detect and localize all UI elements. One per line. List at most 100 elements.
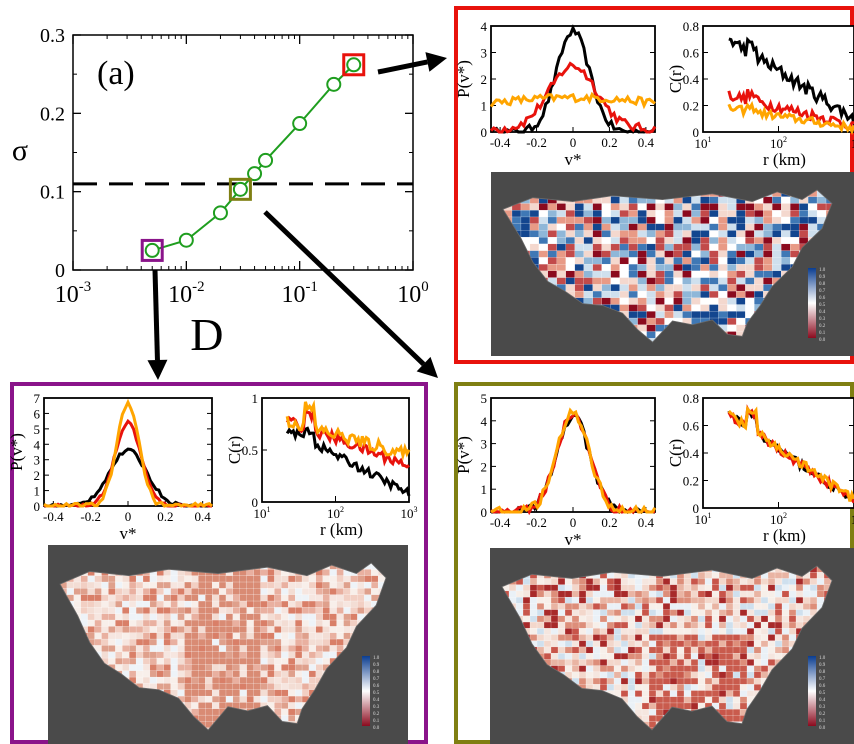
county-cell (736, 257, 746, 265)
county-cell (184, 619, 192, 627)
county-cell (711, 603, 720, 611)
county-cell (697, 640, 706, 648)
county-cell (184, 632, 192, 640)
county-cell (648, 596, 657, 604)
county-cell (634, 671, 643, 679)
county-cell (691, 304, 701, 312)
county-cell (795, 578, 804, 586)
inset-y-tick-label: 0 (693, 501, 700, 516)
county-cell (239, 664, 248, 672)
county-cell (725, 696, 734, 704)
county-cell (704, 653, 713, 660)
inset-series-line (727, 100, 854, 136)
county-cell (725, 702, 734, 710)
county-cell (772, 230, 782, 238)
county-cell (253, 581, 261, 589)
county-cell (336, 594, 344, 602)
county-cell (212, 600, 220, 608)
county-cell (574, 270, 585, 278)
inset-y-tick-label: 3 (481, 437, 488, 452)
county-cell (574, 216, 585, 225)
county-cell (315, 600, 324, 608)
county-cell (198, 657, 206, 665)
county-cell (522, 590, 531, 598)
county-cell (520, 216, 531, 225)
county-cell (73, 594, 82, 602)
inset-x-tick-label-base: 10 (770, 512, 783, 527)
county-cell (790, 237, 800, 245)
county-cell (94, 619, 102, 627)
county-cell (565, 210, 576, 218)
county-cell (583, 223, 594, 231)
county-cell (599, 646, 608, 654)
county-cell (709, 230, 719, 238)
county-cell (601, 210, 612, 218)
county-cell (628, 210, 639, 218)
county-cell (682, 297, 692, 305)
county-cell (198, 702, 206, 710)
county-cell (585, 634, 594, 642)
county-cell (267, 657, 275, 665)
county-cell (529, 223, 540, 231)
county-cell (795, 596, 804, 604)
colorbar-tick-label: 0.1 (373, 719, 380, 724)
county-cell (704, 621, 713, 629)
county-cell (709, 257, 719, 265)
county-cell (253, 594, 261, 602)
county-cell (225, 581, 234, 589)
county-cell (556, 270, 567, 278)
county-cell (315, 588, 324, 596)
county-cell (648, 702, 657, 710)
county-cell (727, 223, 737, 231)
county-cell (682, 277, 692, 285)
county-cell (781, 621, 790, 629)
x-tick-label-base: 10 (55, 282, 79, 308)
arrow-head (416, 356, 438, 378)
county-cell (583, 210, 594, 218)
county-cell (218, 607, 227, 615)
x-tick-label-base: 10 (281, 282, 305, 308)
county-cell (267, 651, 275, 659)
county-cell (294, 575, 303, 583)
county-cell (774, 596, 783, 604)
y-tick-label: 0.3 (40, 25, 65, 47)
county-cell (599, 665, 608, 673)
sigma-curve (151, 64, 355, 252)
county-cell (571, 646, 580, 654)
county-cell (683, 646, 692, 654)
county-cell (753, 659, 762, 667)
county-cell (627, 603, 636, 611)
county-cell (704, 615, 713, 623)
county-cell (122, 575, 130, 583)
county-cell (149, 657, 158, 665)
county-cell (697, 671, 706, 679)
county-cell (760, 609, 769, 617)
county-cell (627, 653, 636, 660)
county-cell (556, 203, 567, 211)
county-cell (281, 714, 289, 722)
inset-x-tick-label: -0.4 (43, 509, 64, 524)
county-cell (790, 243, 800, 252)
county-cell (763, 243, 773, 252)
county-cell (80, 607, 89, 615)
county-cell (184, 581, 192, 589)
county-cell (727, 237, 737, 245)
county-cell (628, 203, 639, 211)
inset-y-tick-label: 0.6 (683, 419, 700, 434)
county-cell (718, 609, 727, 617)
county-cell (725, 634, 734, 642)
county-cell (574, 243, 585, 252)
county-cell (725, 659, 734, 667)
county-cell (619, 230, 630, 238)
county-cell (673, 223, 683, 231)
inset-y-tick-label: 3 (34, 453, 41, 468)
county-cell (225, 683, 234, 691)
county-cell (788, 609, 797, 617)
county-cell (816, 596, 825, 604)
county-cell (691, 223, 701, 231)
county-cell (700, 216, 710, 225)
county-cell (613, 615, 622, 623)
county-cell (754, 250, 764, 258)
